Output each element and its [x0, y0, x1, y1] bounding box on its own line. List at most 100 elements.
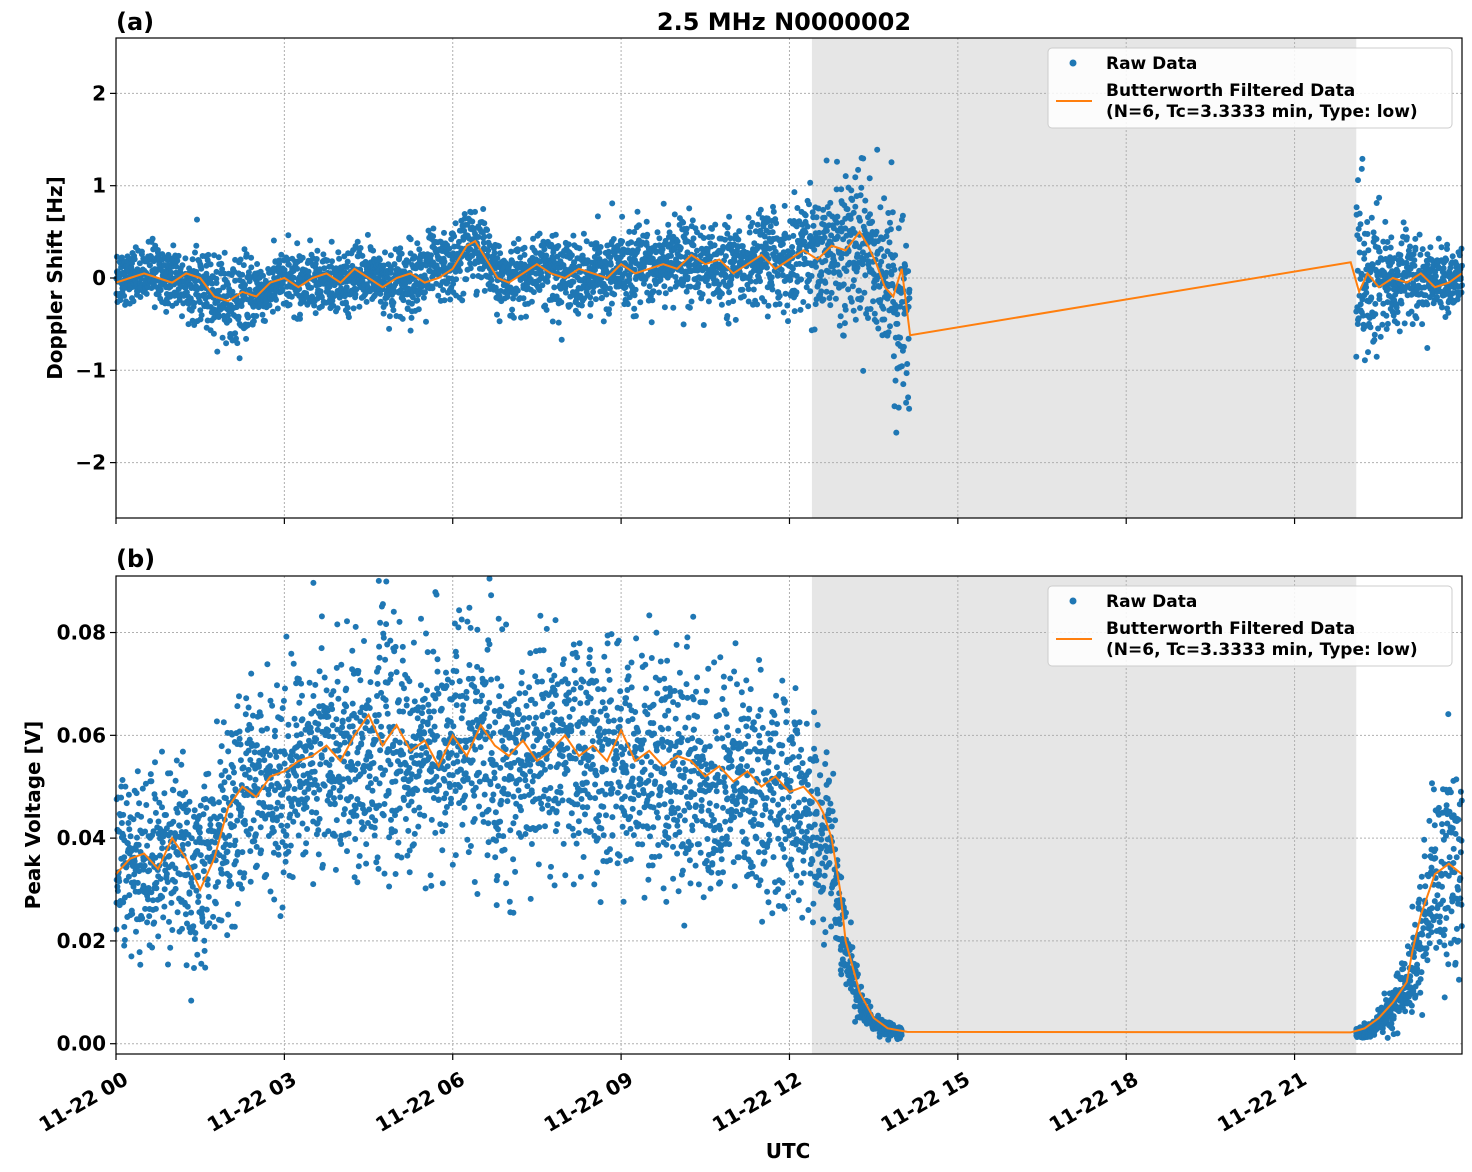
raw-point: [1363, 289, 1370, 296]
raw-point: [822, 279, 829, 286]
raw-point: [374, 854, 381, 861]
raw-point: [153, 885, 160, 892]
raw-point: [118, 820, 125, 826]
raw-point: [439, 847, 446, 854]
raw-point: [214, 348, 221, 355]
raw-point: [340, 708, 347, 715]
raw-point: [254, 261, 261, 267]
raw-point: [317, 288, 324, 295]
raw-point: [724, 313, 731, 319]
raw-point: [179, 262, 186, 269]
raw-point: [481, 220, 488, 227]
raw-point: [300, 762, 307, 769]
raw-point: [900, 381, 907, 388]
raw-point: [423, 262, 430, 269]
raw-point: [205, 251, 212, 258]
raw-point: [136, 949, 143, 956]
raw-point: [189, 256, 196, 263]
raw-point: [886, 239, 893, 246]
raw-point: [1416, 231, 1423, 238]
raw-point: [596, 249, 603, 256]
raw-point: [711, 242, 718, 249]
raw-point: [308, 284, 315, 291]
raw-point: [415, 306, 422, 313]
raw-point: [121, 854, 128, 861]
raw-point: [414, 715, 421, 722]
raw-point: [349, 723, 356, 730]
raw-point: [159, 748, 165, 755]
raw-point: [376, 780, 383, 787]
raw-point: [1419, 321, 1426, 328]
raw-point: [205, 893, 212, 900]
raw-point: [718, 290, 725, 297]
raw-point: [837, 313, 844, 320]
ylabel-a: Doppler Shift [Hz]: [43, 176, 67, 380]
raw-point: [739, 286, 746, 293]
raw-point: [330, 733, 337, 740]
raw-point: [461, 227, 468, 234]
raw-point: [232, 330, 239, 337]
raw-point: [1353, 204, 1360, 211]
raw-point: [339, 724, 346, 731]
raw-point: [257, 824, 264, 831]
raw-point: [784, 302, 791, 309]
raw-point: [739, 243, 746, 250]
raw-point: [348, 793, 354, 800]
raw-point: [643, 218, 650, 225]
raw-point: [740, 293, 747, 300]
raw-point: [820, 296, 827, 303]
raw-point: [800, 299, 807, 305]
raw-point: [458, 715, 465, 722]
raw-point: [405, 827, 412, 834]
raw-point: [431, 723, 438, 730]
raw-point: [133, 928, 139, 935]
raw-point: [650, 288, 657, 295]
raw-point: [377, 290, 384, 297]
raw-point: [279, 705, 286, 712]
raw-point: [250, 302, 257, 309]
raw-point: [377, 619, 384, 626]
raw-point: [127, 833, 134, 840]
raw-point: [274, 682, 280, 689]
raw-point: [334, 678, 341, 685]
raw-point: [888, 159, 895, 166]
raw-point: [353, 812, 360, 819]
raw-point: [469, 757, 476, 764]
raw-point: [134, 834, 140, 841]
raw-point: [172, 885, 179, 892]
raw-point: [456, 784, 463, 790]
raw-point: [419, 704, 426, 711]
raw-point: [722, 236, 728, 243]
raw-point: [1403, 234, 1410, 241]
raw-point: [379, 601, 386, 608]
raw-point: [225, 911, 232, 918]
raw-point: [878, 246, 884, 252]
raw-point: [191, 807, 198, 814]
raw-point: [811, 326, 818, 333]
raw-point: [900, 343, 907, 350]
raw-point: [379, 286, 386, 293]
raw-point: [243, 695, 250, 702]
raw-point: [296, 699, 303, 706]
raw-point: [881, 195, 888, 202]
raw-point: [887, 219, 893, 226]
raw-point: [862, 272, 869, 279]
raw-point: [148, 778, 155, 785]
raw-point: [404, 852, 411, 859]
raw-point: [866, 175, 873, 182]
raw-point: [365, 697, 372, 704]
raw-point: [341, 739, 348, 746]
raw-point: [308, 744, 315, 750]
raw-point: [141, 862, 148, 869]
raw-point: [211, 923, 218, 930]
raw-point: [354, 879, 361, 886]
raw-point: [530, 289, 537, 296]
raw-point: [396, 618, 403, 625]
raw-point: [881, 253, 888, 260]
raw-point: [452, 852, 459, 859]
raw-point: [373, 718, 380, 725]
raw-point: [609, 200, 616, 207]
raw-point: [331, 795, 337, 802]
raw-point: [1357, 221, 1364, 228]
raw-point: [849, 283, 856, 290]
